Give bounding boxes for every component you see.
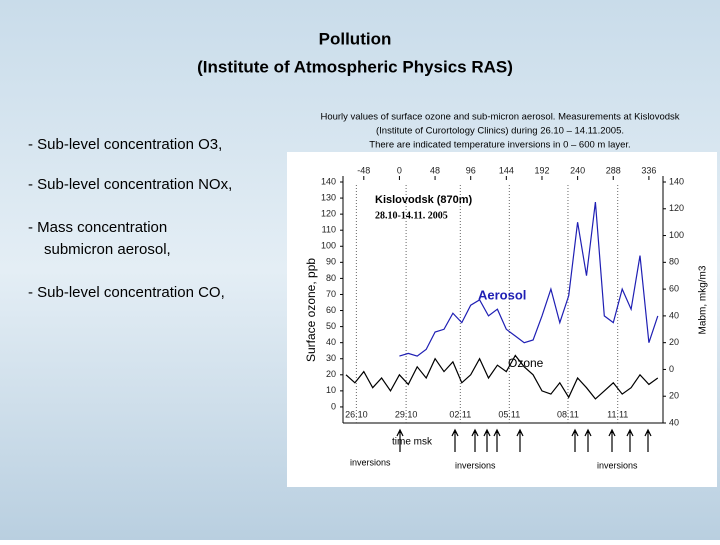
y-tick-label: 10 bbox=[326, 385, 336, 395]
y2-tick-label: 120 bbox=[669, 203, 684, 213]
y-tick-label: 50 bbox=[326, 321, 336, 331]
bullet: - Sub-level concentration O3, bbox=[28, 136, 222, 153]
y-tick-label: 40 bbox=[326, 337, 336, 347]
x-tick-label: 48 bbox=[430, 165, 440, 175]
y-tick-label: 20 bbox=[326, 369, 336, 379]
y2-tick-label: 80 bbox=[669, 257, 679, 267]
y2-tick-label: 60 bbox=[669, 283, 679, 293]
caption: (Institute of Curortology Clinics) durin… bbox=[376, 126, 624, 137]
y2-tick-label: 20 bbox=[669, 391, 679, 401]
subtitle: (Institute of Atmospheric Physics RAS) bbox=[197, 57, 513, 76]
bullet: - Mass concentration bbox=[28, 219, 167, 236]
y2-tick-label: 100 bbox=[669, 230, 684, 240]
y-tick-label: 110 bbox=[322, 225, 336, 235]
annotation: time msk bbox=[392, 437, 433, 448]
x2-tick-label: 02.11 bbox=[449, 409, 471, 419]
x-tick-label: 336 bbox=[641, 165, 656, 175]
x2-tick-label: 11.11 bbox=[607, 409, 628, 419]
x-tick-label: 240 bbox=[570, 165, 585, 175]
annotation: inversions bbox=[597, 460, 638, 470]
annotation: 28.10-14.11. 2005 bbox=[375, 210, 448, 221]
y-tick-label: 0 bbox=[331, 401, 336, 411]
x-tick-label: 144 bbox=[499, 165, 514, 175]
y-tick-label: 90 bbox=[326, 257, 336, 267]
bullet: - Sub-level concentration NOx, bbox=[28, 176, 232, 193]
inversion-arrows bbox=[396, 428, 652, 452]
y-tick-label: 100 bbox=[321, 241, 336, 251]
caption: There are indicated temperature inversio… bbox=[369, 140, 630, 151]
x-tick-label: -48 bbox=[357, 165, 370, 175]
annotation: inversions bbox=[455, 460, 496, 470]
title: Pollution bbox=[319, 29, 392, 48]
legend-label: Ozone bbox=[508, 356, 544, 370]
bullet: submicron aerosol, bbox=[44, 241, 171, 258]
x-tick-label: 192 bbox=[534, 165, 549, 175]
caption: Hourly values of surface ozone and sub-m… bbox=[320, 112, 679, 123]
y2-axis-label: Mabm, mkg/m3 bbox=[698, 265, 709, 334]
y2-tick-label: 140 bbox=[669, 176, 684, 186]
y2-tick-label: 40 bbox=[669, 417, 679, 427]
x2-tick-label: 08.11 bbox=[557, 409, 579, 419]
annotation: inversions bbox=[350, 457, 391, 467]
y-axis-label: Surface ozone, ppb bbox=[304, 258, 318, 362]
y-tick-label: 30 bbox=[326, 353, 336, 363]
series-line bbox=[345, 354, 659, 400]
y-tick-label: 140 bbox=[321, 176, 336, 186]
y-tick-label: 120 bbox=[321, 209, 336, 219]
y2-tick-label: 40 bbox=[669, 310, 679, 320]
plot: 0102030405060708090100110120130140402002… bbox=[321, 165, 684, 427]
annotation: Kislovodsk (870m) bbox=[375, 194, 473, 206]
y-tick-label: 70 bbox=[326, 289, 336, 299]
legend-label: Aerosol bbox=[478, 287, 526, 302]
y2-tick-label: 20 bbox=[669, 337, 679, 347]
x-tick-label: 288 bbox=[606, 165, 621, 175]
x2-tick-label: 05.11 bbox=[498, 409, 520, 419]
x2-tick-label: 29.10 bbox=[395, 409, 418, 419]
y-tick-label: 60 bbox=[326, 305, 336, 315]
y2-tick-label: 0 bbox=[669, 364, 674, 374]
x2-tick-label: 26.10 bbox=[345, 409, 368, 419]
y-tick-label: 130 bbox=[321, 192, 336, 202]
x-tick-label: 96 bbox=[466, 165, 476, 175]
bullet: - Sub-level concentration CO, bbox=[28, 284, 225, 301]
y-tick-label: 80 bbox=[326, 273, 336, 283]
x-tick-label: 0 bbox=[397, 165, 402, 175]
series-line bbox=[399, 202, 659, 357]
